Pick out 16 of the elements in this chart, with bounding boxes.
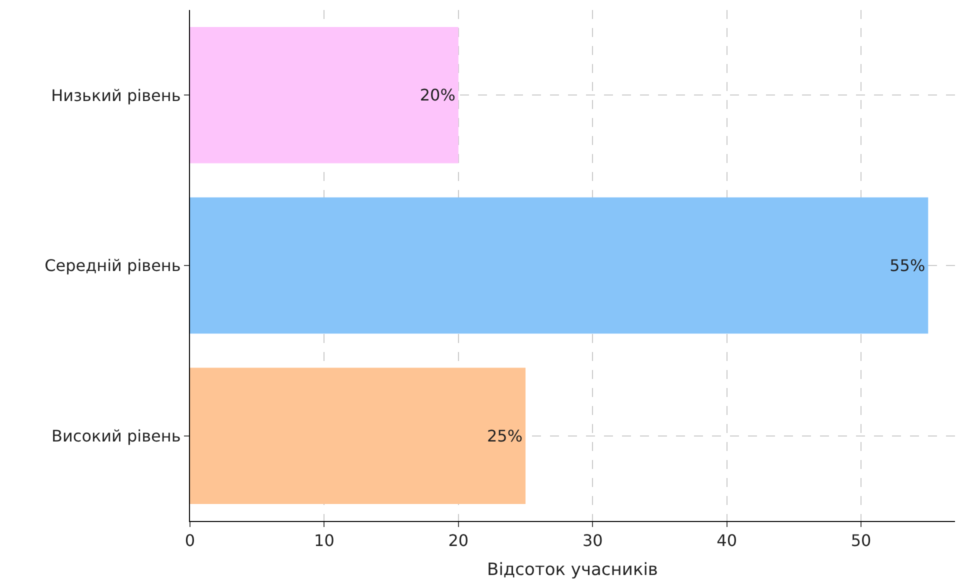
bar [190, 197, 928, 334]
bar [190, 368, 526, 504]
x-axis-title: Відсоток учасників [487, 560, 658, 580]
x-tick-label: 40 [716, 531, 738, 550]
y-tick-label: Низький рівень [51, 86, 181, 105]
x-tick-label: 10 [314, 531, 334, 550]
data-label: 55% [890, 256, 926, 275]
x-tick-label: 20 [448, 531, 469, 550]
x-tick-label: 30 [582, 531, 603, 550]
bar [190, 27, 458, 164]
data-label: 20% [420, 86, 456, 105]
x-tick-label: 0 [184, 531, 196, 550]
x-tick-label: 50 [850, 531, 872, 550]
y-tick-label: Середній рівень [44, 256, 181, 276]
y-tick-label: Високий рівень [52, 426, 181, 446]
data-label: 25% [486, 426, 523, 446]
